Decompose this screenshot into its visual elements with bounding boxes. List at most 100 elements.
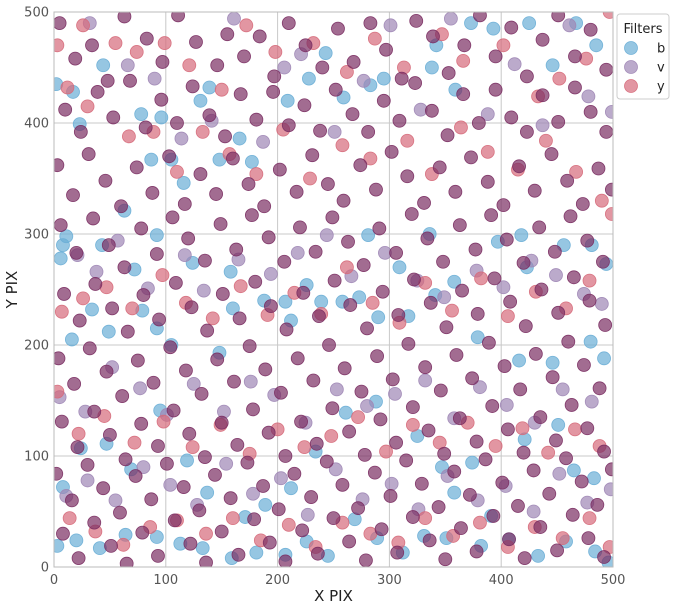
data-point	[136, 288, 151, 302]
data-point	[54, 466, 64, 481]
data-point	[160, 456, 174, 471]
data-point	[54, 16, 67, 30]
data-point	[549, 268, 563, 282]
data-point	[213, 217, 228, 231]
data-point	[454, 521, 468, 536]
data-point	[379, 42, 393, 57]
data-point	[277, 254, 292, 269]
data-point	[184, 300, 199, 315]
data-point	[551, 418, 566, 432]
data-point	[64, 332, 79, 347]
data-point	[391, 308, 406, 322]
data-point	[522, 16, 537, 31]
data-point	[535, 88, 550, 103]
data-point	[465, 455, 480, 470]
data-point	[520, 69, 534, 84]
data-point	[297, 440, 312, 455]
data-point	[237, 49, 251, 64]
data-point	[478, 452, 493, 467]
data-point	[547, 244, 562, 259]
data-point	[326, 511, 341, 526]
data-point	[309, 436, 324, 451]
data-point	[447, 464, 462, 479]
data-point	[374, 522, 389, 537]
data-point	[392, 260, 407, 275]
y-tick-label: 200	[24, 339, 49, 354]
data-point	[115, 389, 130, 403]
data-point	[594, 193, 609, 208]
data-point	[520, 124, 534, 139]
data-point	[376, 71, 391, 86]
data-point	[279, 322, 294, 337]
data-point	[418, 360, 433, 375]
data-point	[86, 211, 101, 226]
data-point	[290, 245, 305, 260]
data-point	[452, 218, 467, 233]
data-point	[342, 534, 357, 549]
data-point	[194, 386, 209, 401]
data-point	[497, 359, 512, 373]
data-point	[542, 486, 557, 501]
data-point	[304, 490, 319, 504]
data-point	[544, 147, 559, 161]
data-point	[328, 82, 343, 97]
data-point	[54, 158, 65, 173]
data-point	[356, 73, 371, 88]
data-point	[135, 525, 150, 540]
data-point	[545, 370, 560, 385]
legend-label: y	[657, 80, 665, 95]
data-point	[88, 277, 103, 291]
data-point	[189, 35, 203, 49]
data-point	[336, 193, 351, 208]
data-point	[92, 541, 107, 556]
data-point	[528, 346, 543, 361]
data-point	[214, 415, 229, 430]
data-point	[263, 267, 278, 281]
data-point	[325, 210, 340, 225]
data-point	[597, 550, 611, 564]
data-point	[594, 297, 609, 311]
data-point	[54, 414, 69, 429]
data-point	[256, 479, 270, 493]
data-point	[325, 401, 340, 416]
data-point	[156, 414, 171, 429]
data-point	[504, 20, 519, 35]
data-point	[195, 124, 210, 139]
data-point	[367, 31, 382, 46]
data-point	[541, 445, 556, 460]
data-point	[54, 384, 65, 399]
data-point	[223, 491, 238, 506]
data-point	[448, 184, 463, 199]
data-point	[319, 228, 334, 243]
y-tick-label: 500	[24, 6, 49, 21]
data-point	[293, 220, 307, 235]
data-point	[155, 55, 170, 69]
data-point	[200, 323, 215, 338]
data-point	[232, 131, 247, 146]
data-point	[555, 382, 570, 397]
data-point	[146, 375, 161, 390]
data-point	[464, 150, 478, 165]
y-axis-label: Y PIX	[3, 271, 21, 310]
y-tick-label: 100	[24, 450, 49, 465]
data-point	[482, 335, 496, 350]
data-point	[383, 18, 398, 33]
data-point	[353, 158, 368, 173]
data-point	[113, 505, 127, 520]
data-point	[302, 71, 316, 86]
data-point	[581, 531, 596, 546]
data-point	[87, 404, 102, 419]
data-point	[58, 102, 73, 117]
x-tick-label: 300	[377, 573, 402, 588]
data-point	[437, 290, 452, 305]
data-point	[367, 465, 382, 480]
data-point	[575, 197, 590, 211]
data-point	[308, 244, 323, 259]
data-point	[341, 234, 355, 249]
data-point	[432, 160, 447, 175]
data-point	[149, 228, 164, 243]
data-point	[545, 58, 560, 73]
data-point	[400, 133, 415, 148]
data-point	[120, 58, 135, 73]
data-point	[195, 541, 210, 556]
